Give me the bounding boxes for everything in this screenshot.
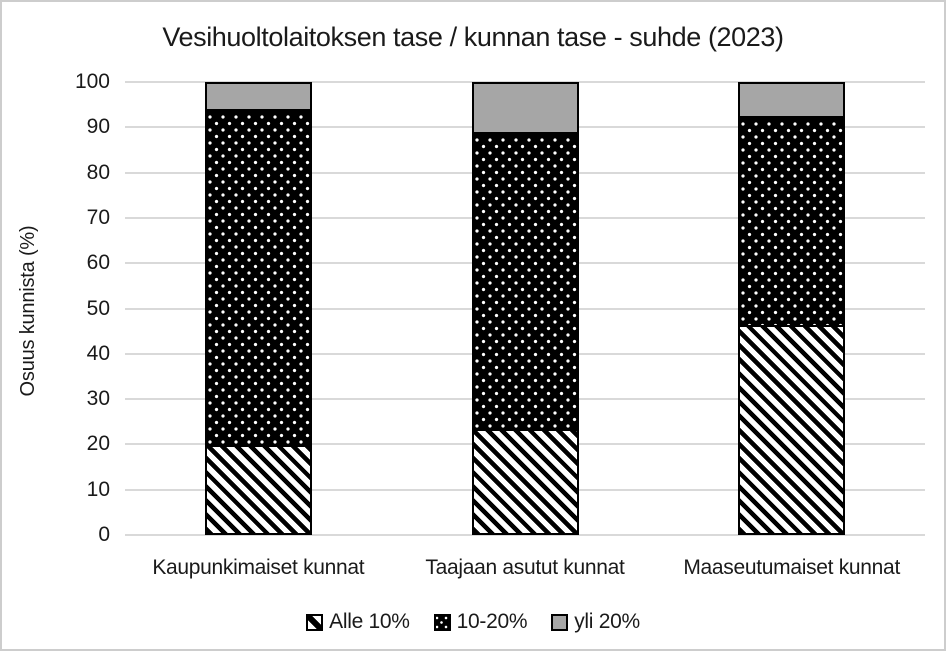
bar-segment-yli-20-: [471, 82, 579, 134]
y-tick-label-60: 60: [86, 251, 110, 275]
chart-title: Vesihuoltolaitoksen tase / kunnan tase -…: [162, 22, 784, 52]
bar-2: [471, 82, 579, 535]
y-tick-label-30: 30: [86, 387, 110, 411]
y-tick-label-50: 50: [86, 296, 110, 320]
bar-segment-alle-10-: [738, 326, 846, 535]
legend-item-10-20-: 10-20%: [433, 610, 528, 634]
x-label-3: Maaseutumaiset kunnat: [683, 556, 900, 579]
plot-area: [125, 81, 925, 536]
bar-segment-alle-10-: [471, 431, 579, 535]
legend-label: 10-20%: [456, 610, 528, 633]
legend-swatch-icon: [551, 613, 569, 631]
x-label-1: Kaupunkimaiset kunnat: [152, 556, 365, 579]
x-label-2: Taajaan asutut kunnat: [425, 556, 625, 579]
legend: Alle 10% 10-20% yli 20%: [2, 610, 944, 634]
y-tick-label-100: 100: [74, 70, 110, 93]
y-tick-label-10: 10: [86, 477, 110, 501]
legend-item-yli-20-: yli 20%: [551, 610, 640, 634]
legend-item-alle-10-: Alle 10%: [306, 610, 410, 634]
y-tick-label-80: 80: [86, 160, 110, 184]
y-tick-label-0: 0: [98, 523, 110, 546]
y-tick-label-20: 20: [86, 432, 110, 456]
bar-segment-alle-10-: [204, 447, 312, 535]
bar-3: [738, 82, 846, 535]
legend-label: yli 20%: [574, 610, 640, 633]
bar-segment-10-20-: [204, 111, 312, 448]
legend-label: Alle 10%: [329, 610, 410, 633]
y-tick-label-40: 40: [86, 341, 110, 365]
y-tick-label-90: 90: [86, 115, 110, 139]
gridline-100: [125, 81, 925, 83]
bar-segment-10-20-: [738, 118, 846, 327]
bar-segment-10-20-: [471, 133, 579, 432]
y-tick-label-70: 70: [86, 205, 110, 229]
legend-swatch-icon: [306, 613, 324, 631]
legend-swatch-icon: [433, 613, 451, 631]
bar-1: [204, 82, 312, 535]
bar-segment-yli-20-: [738, 82, 846, 119]
bar-segment-yli-20-: [204, 82, 312, 112]
gridline-0: [125, 534, 925, 536]
